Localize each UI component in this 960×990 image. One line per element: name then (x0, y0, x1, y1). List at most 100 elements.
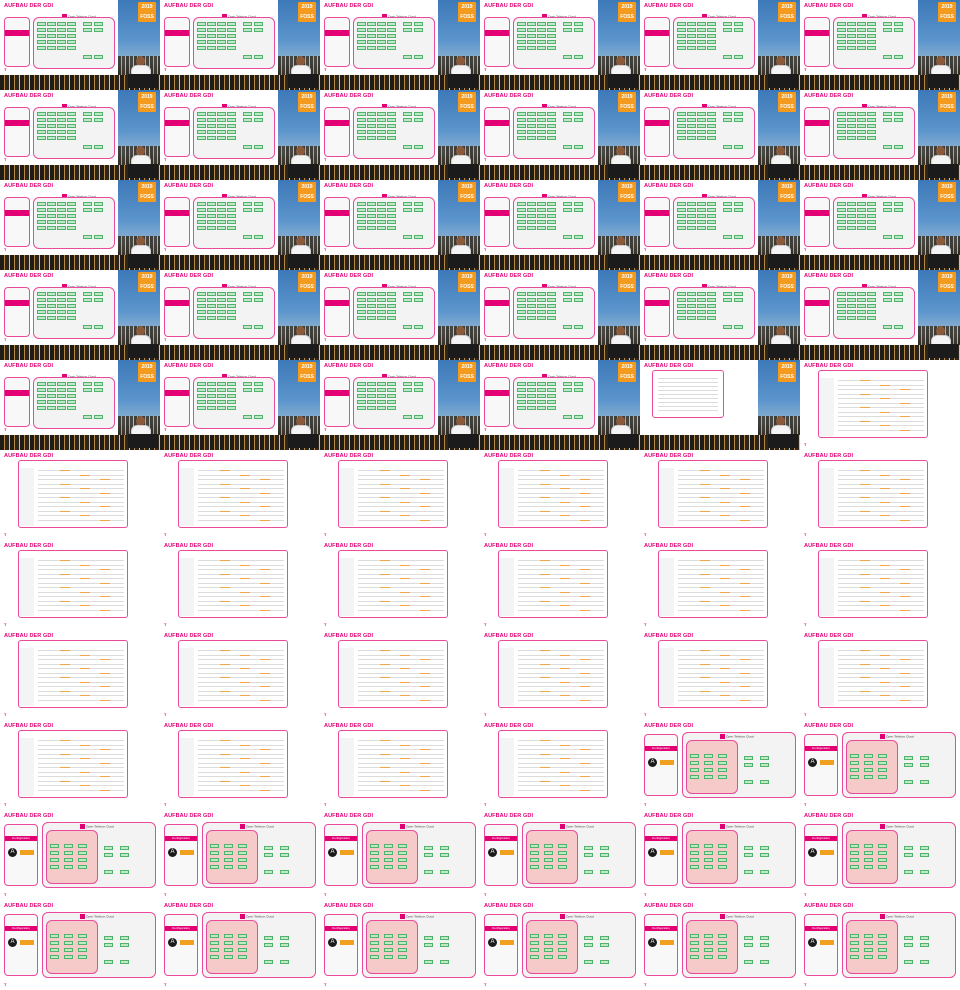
thumbnail-17[interactable]: AUFBAU DER GDIOpen Telekom CloudT2019FOS… (640, 180, 800, 270)
thumbnail-37[interactable]: AUFBAU DER GDI T (0, 540, 160, 630)
thumbnail-38[interactable]: AUFBAU DER GDI T (160, 540, 320, 630)
thumbnail-12[interactable]: AUFBAU DER GDIOpen Telekom CloudT2019FOS… (800, 90, 960, 180)
telekom-logo-icon: T (644, 712, 647, 717)
config-panel (324, 17, 350, 67)
document-window (178, 730, 288, 798)
thumbnail-42[interactable]: AUFBAU DER GDI T (800, 540, 960, 630)
managed-panel (846, 830, 898, 884)
thumbnail-18[interactable]: AUFBAU DER GDIOpen Telekom CloudT2019FOS… (800, 180, 960, 270)
service-box (867, 28, 876, 32)
thumbnail-16[interactable]: AUFBAU DER GDIOpen Telekom CloudT2019FOS… (480, 180, 640, 270)
doc-sidebar (660, 468, 674, 526)
thumbnail-14[interactable]: AUFBAU DER GDIOpen Telekom CloudT2019FOS… (160, 180, 320, 270)
thumbnail-66[interactable]: AUFBAU DER GDI Konfiguration A Open Telekom… (800, 900, 960, 990)
thumbnail-44[interactable]: AUFBAU DER GDI T (160, 630, 320, 720)
service-box (894, 112, 903, 116)
thumbnail-33[interactable]: AUFBAU DER GDI T (320, 450, 480, 540)
doc-line (38, 686, 124, 687)
thumbnail-55[interactable]: AUFBAU DER GDI Konfiguration A Open Telekom… (0, 810, 160, 900)
service-box (847, 316, 856, 320)
thumbnail-13[interactable]: AUFBAU DER GDIOpen Telekom CloudT2019FOS… (0, 180, 160, 270)
thumbnail-15[interactable]: AUFBAU DER GDIOpen Telekom CloudT2019FOS… (320, 180, 480, 270)
thumbnail-62[interactable]: AUFBAU DER GDI Konfiguration A Open Telekom… (160, 900, 320, 990)
doc-line (198, 479, 284, 480)
thumbnail-45[interactable]: AUFBAU DER GDI T (320, 630, 480, 720)
thumbnail-40[interactable]: AUFBAU DER GDI T (480, 540, 640, 630)
thumbnail-5[interactable]: AUFBAU DER GDIOpen Telekom CloudT2019FOS… (640, 0, 800, 90)
thumbnail-31[interactable]: AUFBAU DER GDI T (0, 450, 160, 540)
thumbnail-35[interactable]: AUFBAU DER GDI T (640, 450, 800, 540)
thumbnail-56[interactable]: AUFBAU DER GDI Konfiguration A Open Telekom… (160, 810, 320, 900)
thumbnail-48[interactable]: AUFBAU DER GDI T (800, 630, 960, 720)
thumbnail-4[interactable]: AUFBAU DER GDIOpen Telekom CloudT2019FOS… (480, 0, 640, 90)
service-box (837, 130, 846, 134)
service-box (857, 214, 866, 218)
doc-highlight (540, 740, 550, 741)
service-box (537, 298, 546, 302)
thumbnail-60[interactable]: AUFBAU DER GDI Konfiguration A Open Telekom… (800, 810, 960, 900)
thumbnail-24[interactable]: AUFBAU DER GDIOpen Telekom CloudT2019FOS… (800, 270, 960, 360)
thumbnail-25[interactable]: AUFBAU DER GDIOpen Telekom CloudT2019FOS… (0, 360, 160, 450)
thumbnail-46[interactable]: AUFBAU DER GDI T (480, 630, 640, 720)
config-title: Konfiguration (645, 746, 677, 751)
thumbnail-26[interactable]: AUFBAU DER GDIOpen Telekom CloudT2019FOS… (160, 360, 320, 450)
thumbnail-27[interactable]: AUFBAU DER GDIOpen Telekom CloudT2019FOS… (320, 360, 480, 450)
thumbnail-39[interactable]: AUFBAU DER GDI T (320, 540, 480, 630)
thumbnail-9[interactable]: AUFBAU DER GDIOpen Telekom CloudT2019FOS… (320, 90, 480, 180)
thumbnail-29[interactable]: AUFBAU DER GDI 2019 FOSS (640, 360, 800, 450)
thumbnail-23[interactable]: AUFBAU DER GDIOpen Telekom CloudT2019FOS… (640, 270, 800, 360)
thumbnail-3[interactable]: AUFBAU DER GDIOpen Telekom CloudT2019FOS… (320, 0, 480, 90)
slide-title: AUFBAU DER GDI (164, 453, 214, 459)
doc-sidebar (340, 468, 354, 526)
service-box (197, 22, 206, 26)
thumbnail-50[interactable]: AUFBAU DER GDI T (160, 720, 320, 810)
thumbnail-21[interactable]: AUFBAU DER GDIOpen Telekom CloudT2019FOS… (320, 270, 480, 360)
thumbnail-51[interactable]: AUFBAU DER GDI T (320, 720, 480, 810)
slide-title: AUFBAU DER GDI (164, 273, 214, 279)
service-box (894, 202, 903, 206)
thumbnail-1[interactable]: AUFBAU DER GDIOpen Telekom CloudT2019FOS… (0, 0, 160, 90)
thumbnail-28[interactable]: AUFBAU DER GDIOpen Telekom CloudT2019FOS… (480, 360, 640, 450)
service-box (697, 298, 706, 302)
service-box (584, 846, 593, 850)
thumbnail-32[interactable]: AUFBAU DER GDI T (160, 450, 320, 540)
thumbnail-11[interactable]: AUFBAU DER GDIOpen Telekom CloudT2019FOS… (640, 90, 800, 180)
config-panel (324, 197, 350, 247)
thumbnail-54[interactable]: AUFBAU DER GDI Konfiguration A Open Telekom… (800, 720, 960, 810)
thumbnail-6[interactable]: AUFBAU DER GDIOpen Telekom CloudT2019FOS… (800, 0, 960, 90)
thumbnail-30[interactable]: AUFBAU DER GDI T (800, 360, 960, 450)
doc-highlight (240, 515, 250, 516)
thumbnail-22[interactable]: AUFBAU DER GDIOpen Telekom CloudT2019FOS… (480, 270, 640, 360)
thumbnail-7[interactable]: AUFBAU DER GDIOpen Telekom CloudT2019FOS… (0, 90, 160, 180)
thumbnail-34[interactable]: AUFBAU DER GDI T (480, 450, 640, 540)
thumbnail-10[interactable]: AUFBAU DER GDIOpen Telekom CloudT2019FOS… (480, 90, 640, 180)
telekom-logo-icon: T (804, 892, 807, 897)
thumbnail-65[interactable]: AUFBAU DER GDI Konfiguration A Open Telekom… (640, 900, 800, 990)
thumbnail-2[interactable]: AUFBAU DER GDIOpen Telekom CloudT2019FOS… (160, 0, 320, 90)
thumbnail-49[interactable]: AUFBAU DER GDI T (0, 720, 160, 810)
thumbnail-20[interactable]: AUFBAU DER GDIOpen Telekom CloudT2019FOS… (160, 270, 320, 360)
thumbnail-59[interactable]: AUFBAU DER GDI Konfiguration A Open Telekom… (640, 810, 800, 900)
thumbnail-52[interactable]: AUFBAU DER GDI T (480, 720, 640, 810)
thumbnail-8[interactable]: AUFBAU DER GDIOpen Telekom CloudT2019FOS… (160, 90, 320, 180)
ansible-icon: A (328, 938, 337, 947)
thumbnail-58[interactable]: AUFBAU DER GDI Konfiguration A Open Telekom… (480, 810, 640, 900)
service-box (104, 870, 113, 874)
thumbnail-47[interactable]: AUFBAU DER GDI T (640, 630, 800, 720)
podium (608, 344, 638, 358)
thumbnail-61[interactable]: AUFBAU DER GDI Konfiguration A Open Telekom… (0, 900, 160, 990)
podium (608, 74, 638, 88)
thumbnail-63[interactable]: AUFBAU DER GDI Konfiguration A Open Telekom… (320, 900, 480, 990)
service-box (527, 310, 536, 314)
thumbnail-57[interactable]: AUFBAU DER GDI Konfiguration A Open Telekom… (320, 810, 480, 900)
thumbnail-53[interactable]: AUFBAU DER GDI Konfiguration A Open Telekom… (640, 720, 800, 810)
doc-line (198, 510, 284, 512)
service-box (527, 112, 536, 116)
doc-highlight (220, 663, 230, 665)
thumbnail-41[interactable]: AUFBAU DER GDI T (640, 540, 800, 630)
config-title: Konfiguration (485, 836, 517, 841)
thumbnail-36[interactable]: AUFBAU DER GDI T (800, 450, 960, 540)
thumbnail-19[interactable]: AUFBAU DER GDIOpen Telekom CloudT2019FOS… (0, 270, 160, 360)
thumbnail-64[interactable]: AUFBAU DER GDI Konfiguration A Open Telekom… (480, 900, 640, 990)
thumbnail-43[interactable]: AUFBAU DER GDI T (0, 630, 160, 720)
